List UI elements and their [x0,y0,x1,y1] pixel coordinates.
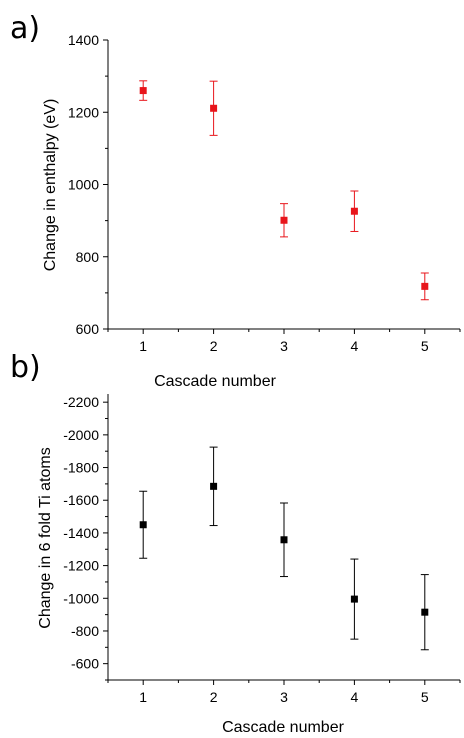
panel-a-label: a) [10,11,40,46]
panel-b-y-tick-label: -1400 [63,525,99,541]
panel-b-x-tick-label: 5 [421,689,429,705]
panel-b-y-axis-title: Change in 6 fold Ti atoms [37,447,54,628]
panel-b-y-tick-label: -1200 [63,558,99,574]
panel-a-x-axis-title: Cascade number [154,373,277,390]
panel-a-x-tick-label: 4 [351,338,359,354]
panel-a-data-point [421,282,429,290]
panel-a-y-tick-label: 800 [76,249,100,265]
panel-a-data-point [280,216,288,224]
panel-a-chart: a) Cascade number Change in enthalpy (eV… [10,11,461,390]
panel-b-data-point [210,482,218,490]
panel-a-data-point [210,104,218,112]
panel-b-y-tick-label: -2200 [63,394,99,410]
panel-a-x-tick-label: 2 [210,338,218,354]
panel-b-x-tick-label: 4 [351,689,359,705]
panel-b-label: b) [10,350,41,385]
panel-a-data-point [350,207,358,215]
panel-a-y-tick-label: 1200 [68,104,99,120]
panel-b-y-tick-label: -600 [71,656,99,672]
panel-a-x-tick-label: 5 [421,338,429,354]
panel-a-data-point [139,87,147,95]
panel-b-chart: b) Cascade number Change in 6 fold Ti at… [10,350,461,736]
panel-b-x-tick-label: 3 [280,689,288,705]
panel-a-x-tick-label: 1 [139,338,147,354]
panel-b-y-tick-label: -1000 [63,590,99,606]
panel-b-x-axis-title: Cascade number [222,719,345,736]
panel-a-y-tick-label: 600 [76,321,100,337]
panel-b-data-point [421,608,429,616]
panel-a-x-tick-label: 3 [280,338,288,354]
panel-b-y-tick-label: -1600 [63,492,99,508]
panel-a-y-tick-label: 1000 [68,177,99,193]
panel-b-data-point [350,595,358,603]
panel-a-y-axis-title: Change in enthalpy (eV) [42,99,59,272]
panel-b-x-tick-label: 1 [139,689,147,705]
panel-a-y-tick-label: 1400 [68,32,99,48]
panel-b-y-tick-label: -800 [71,623,99,639]
panel-b-y-tick-label: -1800 [63,460,99,476]
panel-b-data-point [280,536,288,544]
panel-b-x-tick-label: 2 [210,689,218,705]
panel-b-data-point [139,521,147,529]
panel-b-y-tick-label: -2000 [63,427,99,443]
